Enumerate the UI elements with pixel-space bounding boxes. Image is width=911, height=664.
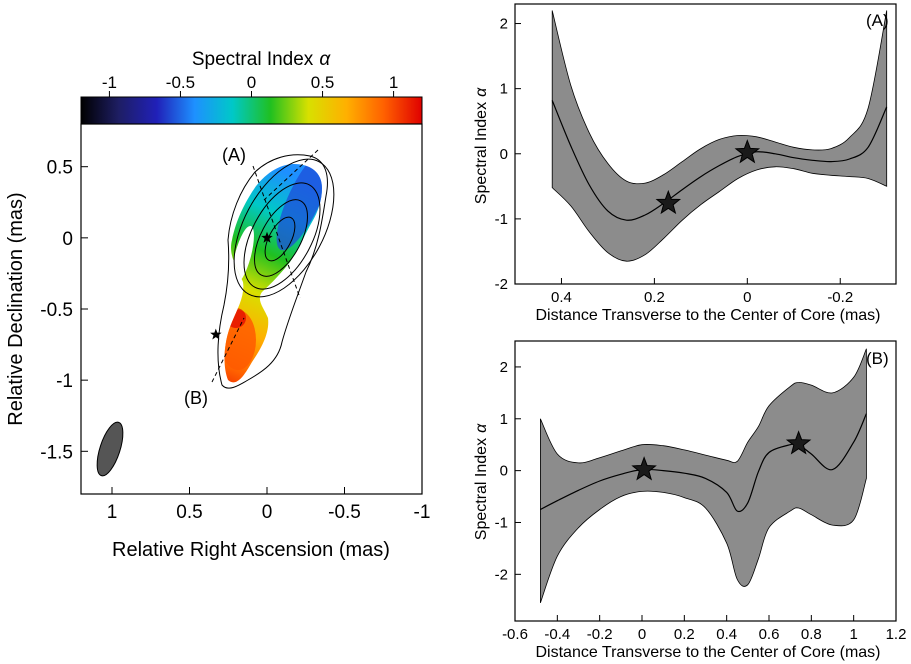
y-tick-label: -1 — [495, 211, 508, 228]
x-tick-label: 0.4 — [551, 289, 572, 306]
map-panel: Spectral Index α -1 -0.5 0 0.5 1 (A) (B) — [5, 49, 430, 561]
panel-a-y-ticks: -2 -1 0 1 2 — [495, 16, 521, 293]
map-y-tick-label: -1.5 — [40, 442, 73, 463]
colorbar — [80, 96, 423, 125]
map-star-marker — [210, 328, 222, 340]
panel-b-y-ticks: -2 -1 0 1 2 — [495, 359, 521, 583]
panel-b-x-ticks: -0.6 -0.4 -0.2 0 0.2 0.4 0.6 0.8 1 1.2 — [502, 615, 906, 643]
panel-a-stars — [655, 139, 761, 215]
panel-a-x-ticks: 0.4 0.2 0 -0.2 — [551, 278, 853, 306]
colorbar-tick-label: -0.5 — [166, 73, 195, 92]
y-tick-label: -2 — [495, 276, 508, 293]
intensity-contours — [233, 158, 335, 298]
colorbar-symbol: α — [319, 49, 331, 70]
y-tick-label: 2 — [500, 359, 508, 376]
colorbar-tick-label: 1 — [389, 73, 398, 92]
x-tick-label: 1 — [849, 626, 857, 643]
map-x-tick-label: -1 — [414, 502, 431, 523]
y-tick-label: 1 — [500, 81, 508, 98]
map-x-tick-label: -0.5 — [328, 502, 361, 523]
colorbar-tick-labels: -1 -0.5 0 0.5 1 — [102, 73, 398, 97]
map-x-axis-label: Relative Right Ascension (mas) — [112, 539, 390, 561]
panel-b-uncertainty-band — [540, 348, 867, 604]
x-tick-label: -0.2 — [827, 289, 853, 306]
slice-label-a: (A) — [222, 145, 246, 165]
colorbar-tick-label: 0.5 — [311, 73, 335, 92]
colorbar-title: Spectral Index α — [192, 49, 331, 70]
slice-label-b: (B) — [184, 388, 208, 408]
y-tick-label: 0 — [500, 146, 508, 163]
map-x-tick-label: 1 — [107, 502, 118, 523]
panel-star-marker — [655, 189, 682, 215]
panel-star-marker — [785, 430, 812, 455]
panel-b-y-axis-label: Spectral Indexα — [473, 423, 490, 540]
map-y-tick-label: 0.5 — [47, 158, 73, 179]
panel-star-marker — [631, 456, 657, 481]
outer-contour — [217, 154, 328, 389]
map-stars — [210, 231, 273, 340]
x-tick-label: 0 — [638, 626, 646, 643]
beam-ellipse — [96, 421, 124, 477]
y-tick-label: 1 — [500, 411, 508, 428]
panel-b-y-symbol: α — [473, 423, 490, 433]
x-tick-label: 0 — [743, 289, 751, 306]
x-tick-label: 0.2 — [674, 626, 695, 643]
map-y-axis-label: Relative Declination (mas) — [5, 192, 27, 425]
slice-line-perp — [263, 149, 319, 201]
panel-a-y-axis-label: Spectral Indexα — [473, 87, 490, 204]
x-tick-label: 0.4 — [716, 626, 737, 643]
slice-line-a — [252, 165, 301, 299]
map-y-tick-label: 0 — [62, 229, 73, 250]
panel-a-uncertainty-band — [551, 10, 888, 262]
panel-b: -0.6 -0.4 -0.2 0 0.2 0.4 0.6 0.8 1 1.2 -2 -1 0 1 2 (B… — [473, 340, 906, 661]
x-tick-label: 1.2 — [886, 626, 907, 643]
y-tick-label: -2 — [495, 566, 508, 583]
panel-a-x-axis-label: Distance Transverse to the Center of Cor… — [535, 307, 880, 324]
panel-b-stars — [631, 430, 812, 481]
panel-a-mean-line — [551, 100, 888, 221]
y-tick-label: 2 — [500, 16, 508, 33]
x-tick-label: 0.2 — [644, 289, 665, 306]
x-tick-label: -0.4 — [544, 626, 570, 643]
x-tick-label: 0.6 — [759, 626, 780, 643]
map-star-marker — [261, 231, 273, 243]
x-tick-label: -0.6 — [502, 626, 528, 643]
x-tick-label: -0.2 — [587, 626, 613, 643]
map-y-ticks: 0.5 0 -0.5 -1 -1.5 — [40, 158, 88, 463]
y-tick-label: -1 — [495, 514, 508, 531]
slice-line-b — [211, 317, 245, 383]
y-tick-label: 0 — [500, 463, 508, 480]
panel-b-x-axis-label: Distance Transverse to the Center of Cor… — [535, 644, 880, 661]
map-y-tick-label: -0.5 — [40, 300, 73, 321]
colorbar-tick-label: 0 — [247, 73, 256, 92]
map-x-ticks: 1 0.5 0 -0.5 -1 — [107, 487, 431, 523]
panel-b-label: (B) — [866, 349, 889, 368]
colorbar-tick-label: -1 — [102, 73, 117, 92]
map-y-tick-label: -1 — [56, 371, 73, 392]
panel-star-marker — [734, 139, 761, 164]
map-x-tick-label: 0.5 — [176, 502, 202, 523]
map-x-tick-label: 0 — [262, 502, 273, 523]
panel-b-mean-line — [540, 413, 867, 513]
panel-a: 0.4 0.2 0 -0.2 -2 -1 0 1 2 (A) Distance Transve… — [473, 3, 897, 324]
x-tick-label: 0.8 — [801, 626, 822, 643]
panel-a-y-symbol: α — [473, 87, 490, 97]
panel-a-label: (A) — [866, 11, 889, 30]
